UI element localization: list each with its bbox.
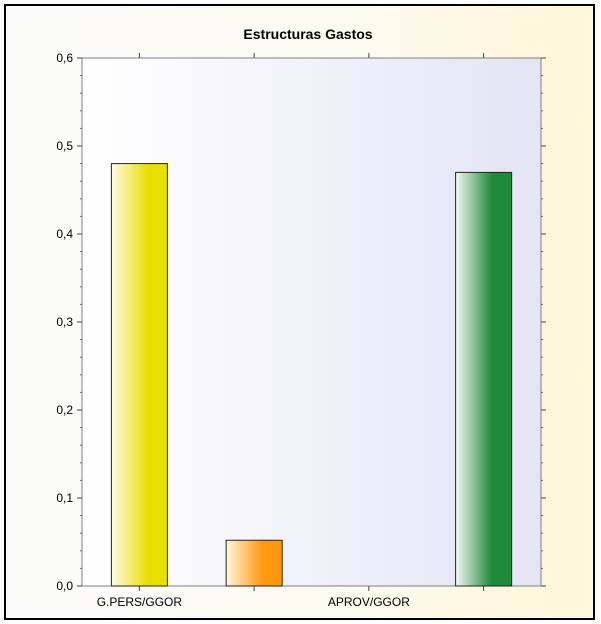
y-axis-ticks: [77, 53, 546, 591]
y-tick-label: 0,0: [56, 579, 73, 593]
bar: [225, 539, 283, 587]
y-tick-label: 0,2: [56, 403, 73, 417]
x-category-label: APROV/GGOR: [328, 595, 410, 609]
y-tick-label: 0,5: [56, 139, 73, 153]
y-tick-label: 0,4: [56, 227, 73, 241]
chart-frame: Estructuras Gastos 0,0 0,1 0,2 0,3 0,4 0,5 0,6…: [4, 4, 595, 620]
bar: [110, 163, 168, 587]
y-tick-label: 0,1: [56, 491, 73, 505]
y-tick-label: 0,6: [56, 51, 73, 65]
y-axis-labels: 0,0 0,1 0,2 0,3 0,4 0,5 0,6: [56, 51, 73, 593]
chart-title: Estructuras Gastos: [243, 26, 372, 42]
bar: [455, 171, 513, 587]
x-axis-labels: G.PERS/GGOR APROV/GGOR: [97, 595, 411, 609]
x-category-label: G.PERS/GGOR: [97, 595, 183, 609]
bar-chart: Estructuras Gastos 0,0 0,1 0,2 0,3 0,4 0,5 0,6…: [56, 26, 546, 609]
y-tick-label: 0,3: [56, 315, 73, 329]
bars: [110, 163, 513, 587]
